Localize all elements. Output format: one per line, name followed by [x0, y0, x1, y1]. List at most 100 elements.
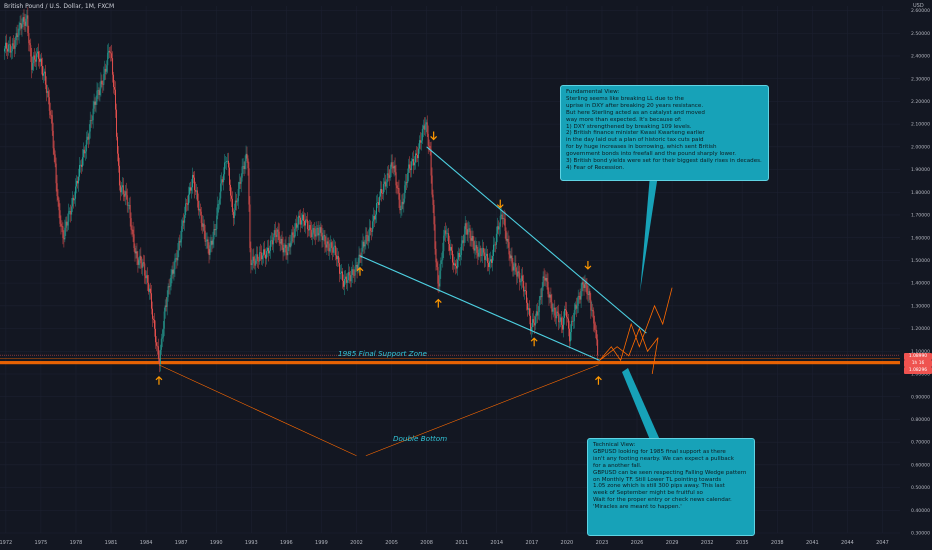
candle-body	[31, 56, 33, 70]
arrow-up-icon	[595, 375, 602, 385]
candle-body	[155, 328, 156, 343]
candle-body	[65, 221, 67, 228]
candle-body	[217, 204, 219, 216]
candle-body	[236, 201, 238, 203]
candle-body	[53, 148, 55, 155]
candle-body	[101, 80, 103, 85]
candle-body	[289, 243, 291, 248]
candle-body	[25, 18, 27, 26]
x-tick-label: 2023	[596, 540, 609, 546]
candle-body	[488, 262, 490, 268]
candle-body	[160, 338, 162, 350]
candle-body	[35, 59, 37, 62]
candle-body	[357, 264, 359, 271]
candle-body	[384, 181, 386, 187]
candle-body	[539, 296, 541, 300]
candle-body	[200, 211, 202, 223]
price-badge-1: 1.08990	[904, 353, 932, 360]
candle-body	[250, 247, 252, 265]
candle-body	[445, 230, 447, 234]
candle-body	[266, 251, 267, 259]
candle-body	[213, 229, 215, 240]
candle-body	[39, 58, 40, 62]
candle-body	[576, 305, 578, 309]
candle-body	[163, 311, 165, 329]
candle-body	[295, 223, 297, 229]
candle-body	[348, 272, 350, 276]
y-tick-label: 0.30000	[911, 531, 930, 537]
fundamental-view-callout[interactable]: Fundamental View: Sterling seems like br…	[560, 85, 769, 181]
candle-body	[186, 203, 188, 204]
candle-body	[484, 252, 486, 260]
candle-body	[328, 243, 330, 252]
candle-body	[402, 201, 404, 205]
candle-body	[173, 269, 175, 274]
candle-body	[542, 276, 544, 288]
candle-body	[16, 33, 18, 38]
candle-body	[253, 256, 255, 261]
candle-body	[439, 270, 441, 287]
trend-lines[interactable]	[158, 146, 673, 457]
candle-body	[187, 203, 189, 205]
candle-body	[586, 284, 588, 294]
candle-body	[144, 263, 146, 276]
candle-body	[506, 238, 508, 241]
candle-body	[261, 252, 263, 260]
candle-body	[52, 130, 54, 149]
candle-body	[358, 254, 360, 265]
candle-body	[93, 101, 95, 109]
candle-body	[243, 166, 245, 170]
candle-body	[301, 220, 303, 225]
y-tick-label: 2.30000	[911, 76, 930, 82]
candle-body	[430, 149, 432, 176]
candle-body	[137, 258, 139, 265]
candle-body	[409, 164, 411, 169]
candle-body	[412, 159, 414, 162]
candle-body	[369, 227, 371, 236]
candle-body	[45, 84, 47, 93]
support-zone-band	[0, 361, 900, 365]
candle-body	[451, 247, 453, 251]
candle-body	[271, 240, 273, 245]
candle-body	[566, 310, 567, 318]
candle-body	[123, 193, 125, 197]
candle-body	[263, 249, 265, 256]
x-tick-label: 1975	[35, 540, 48, 546]
currency-label: USD	[913, 3, 924, 9]
support-zone-label: 1985 Final Support Zone	[338, 349, 427, 358]
candle-body	[313, 228, 315, 235]
candle-body	[307, 229, 309, 231]
candle-body	[385, 182, 387, 187]
candle-body	[432, 194, 434, 205]
double-bottom-label: Double Bottom	[393, 434, 448, 443]
candle-body	[81, 157, 83, 167]
y-tick-label: 1.90000	[911, 167, 930, 173]
candle-body	[538, 299, 540, 313]
candle-body	[138, 260, 140, 265]
candle-body	[204, 230, 206, 242]
candle-body	[172, 269, 174, 274]
candle-body	[408, 164, 410, 173]
candles	[4, 7, 599, 373]
candle-body	[257, 254, 259, 261]
candle-body	[256, 254, 258, 259]
x-tick-label: 2008	[420, 540, 433, 546]
candle-body	[474, 248, 476, 251]
arrows	[155, 131, 602, 385]
candle-body	[154, 319, 155, 329]
candle-body	[565, 309, 566, 311]
candle-body	[509, 254, 511, 259]
candle-body	[223, 174, 225, 183]
candle-body	[75, 186, 77, 199]
candle-body	[383, 181, 385, 185]
candle-body	[305, 219, 306, 226]
candle-body	[525, 290, 527, 291]
candle-body	[211, 240, 213, 245]
candle-body	[293, 234, 295, 238]
technical-view-callout[interactable]: Technical View: GBPUSD looking for 1985 …	[587, 438, 755, 536]
candle-body	[498, 226, 500, 230]
candle-body	[478, 249, 480, 257]
candle-body	[222, 179, 224, 183]
candle-body	[189, 187, 190, 195]
